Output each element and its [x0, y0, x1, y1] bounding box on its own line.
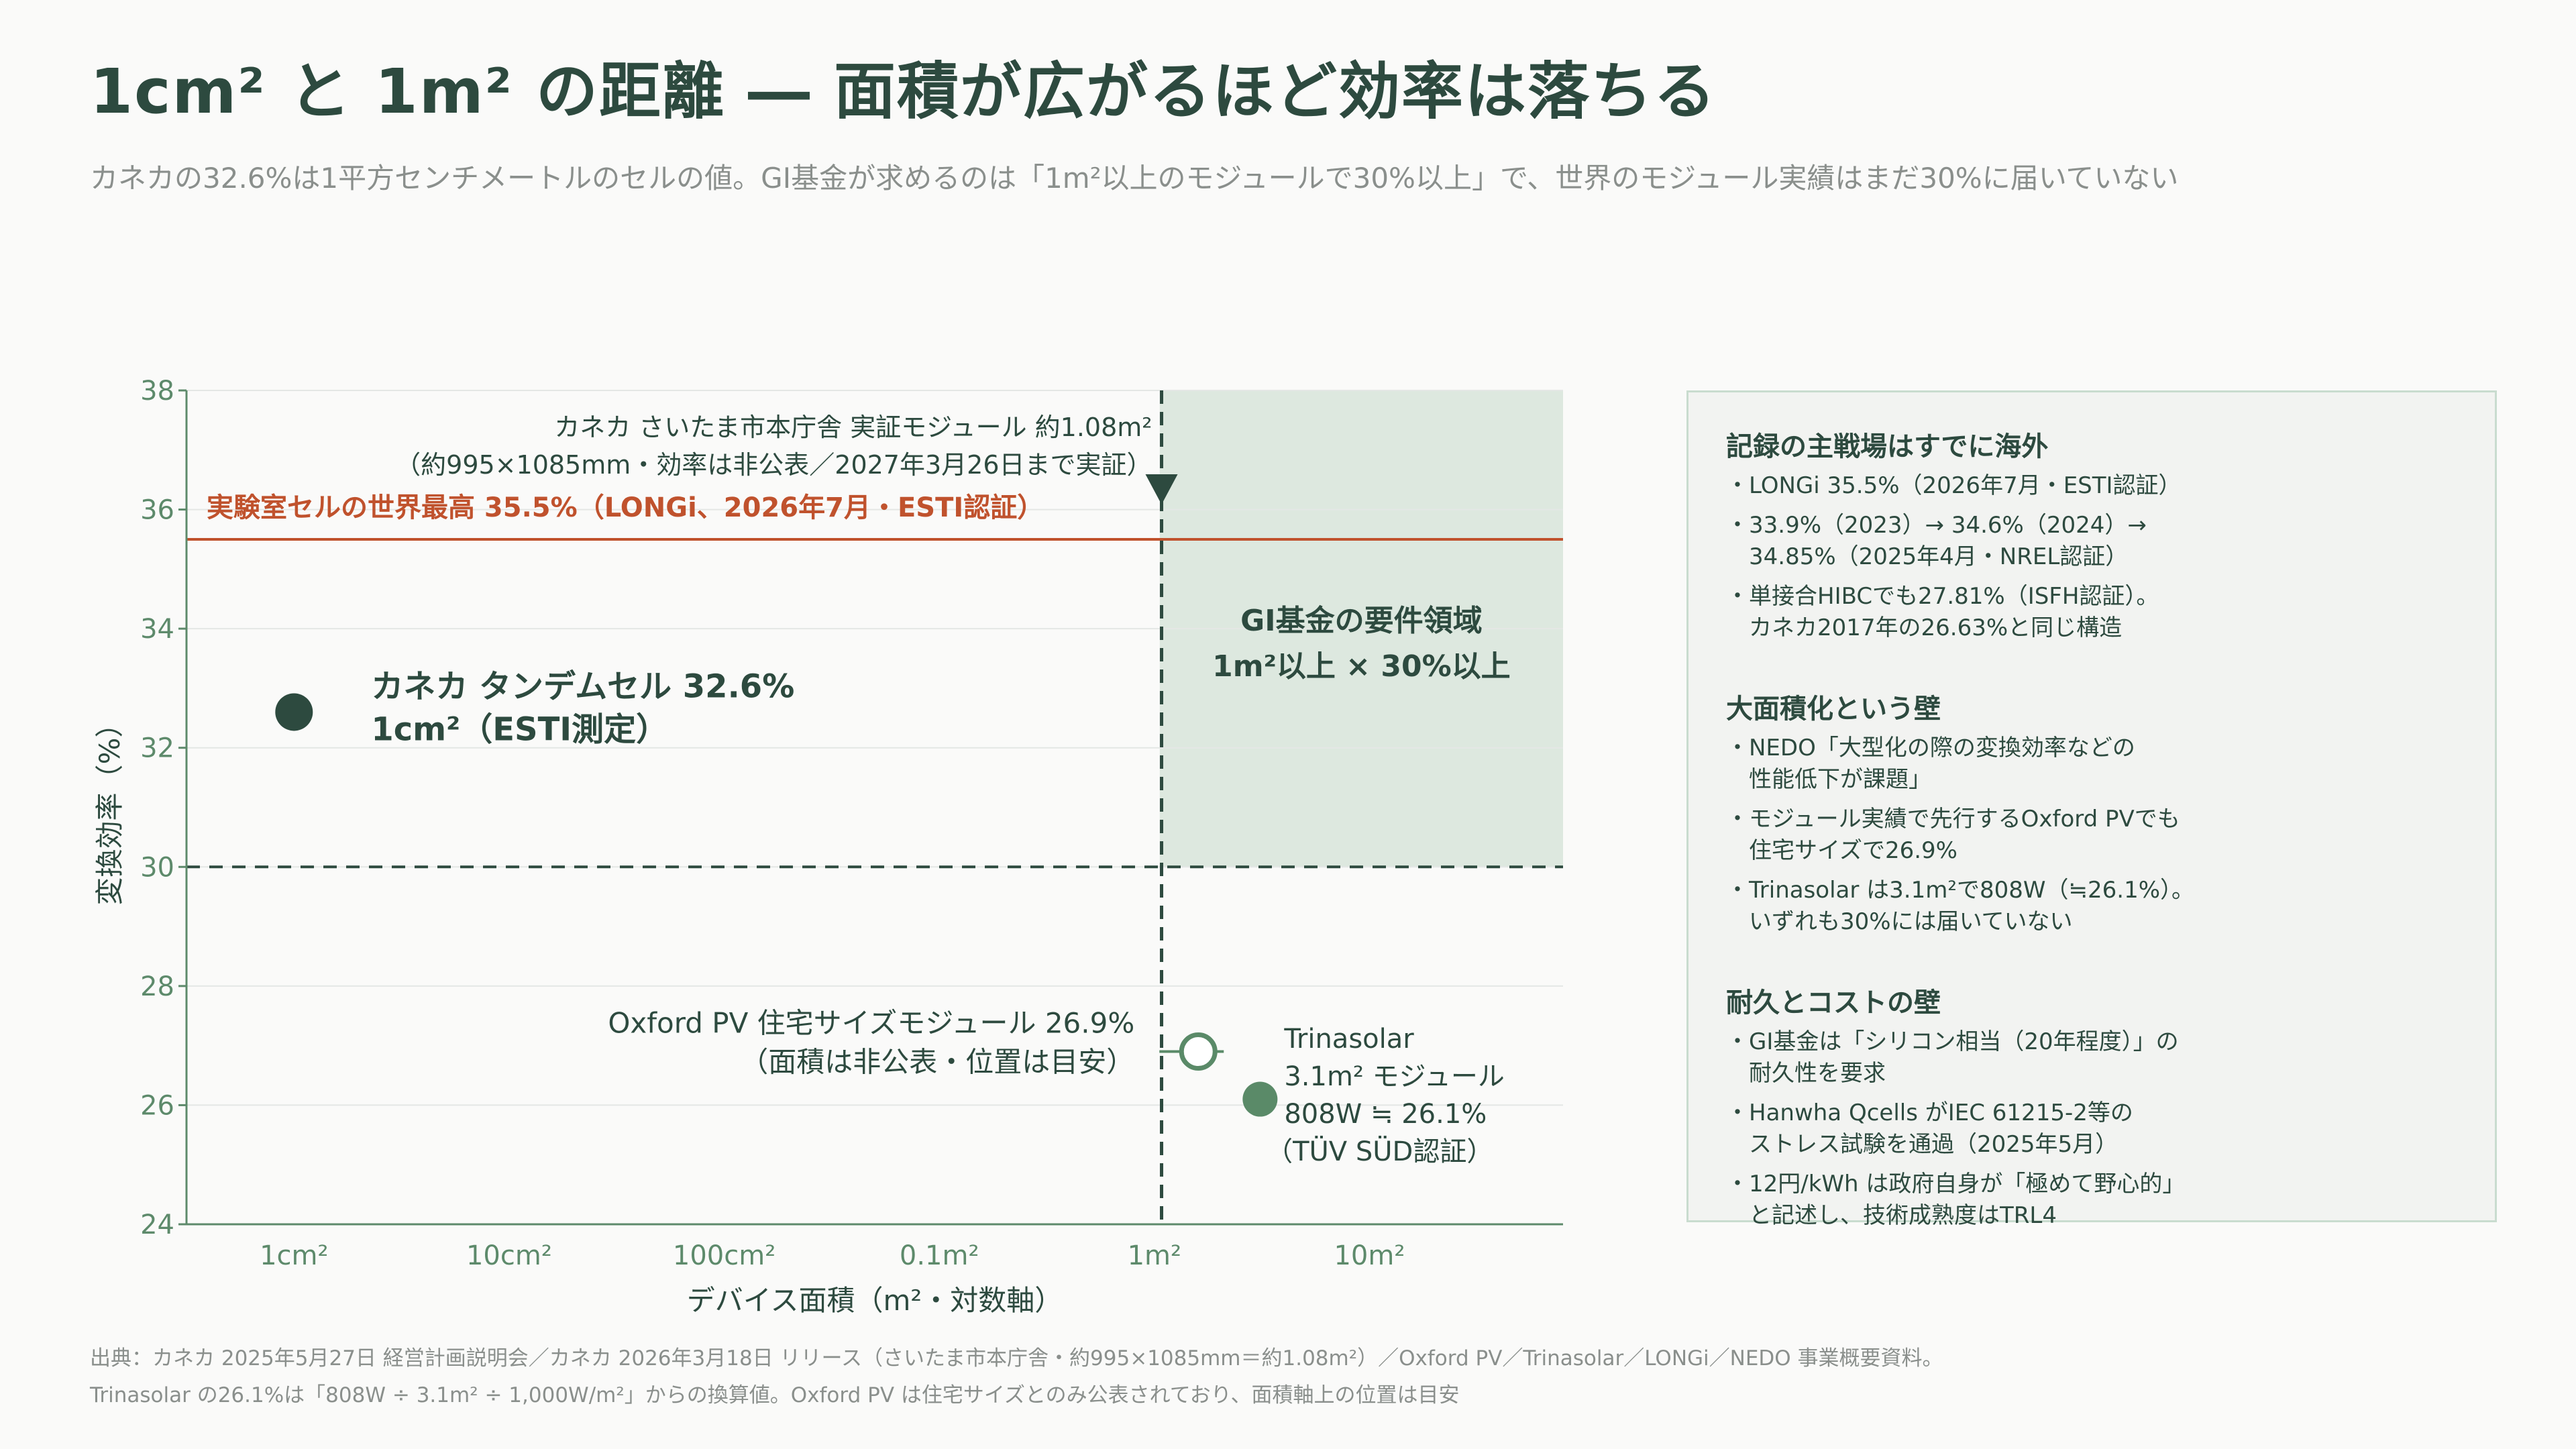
x-tick-label: 0.1m²: [900, 1240, 979, 1271]
data-label-trinasolar: Trinasolar: [1283, 1024, 1414, 1055]
y-tick-label: 34: [140, 614, 174, 645]
vertical-marker-label: カネカ さいたま市本庁舎 実証モジュール 約1.08m²: [554, 413, 1152, 442]
page-subtitle: カネカの32.6%は1平方センチメートルのセルの値。GI基金が求めるのは「1m²…: [90, 162, 2179, 195]
x-tick-label: 10cm²: [466, 1240, 552, 1271]
side-heading: 耐久とコストの壁: [1726, 987, 1941, 1018]
y-tick-label: 32: [140, 733, 174, 764]
page-title: 1cm² と 1m² の距離 ― 面積が広がるほど効率は落ちる: [90, 56, 1717, 127]
data-point-oxford-pv: [1179, 1032, 1218, 1071]
side-section-overseas: 記録の主戦場はすでに海外 ・LONGi 35.5%（2026年7月・ESTI認証…: [1726, 425, 2461, 644]
source-footer: 出典：カネカ 2025年5月27日 経営計画説明会／カネカ 2026年3月18日…: [90, 1340, 1943, 1414]
side-bullet: ・単接合HIBCでも27.81%（ISFH認証）。 カネカ2017年の26.63…: [1726, 583, 2159, 641]
x-tick-label: 100cm²: [673, 1240, 775, 1271]
conversion-note: Trinasolar の26.1%は「808W ÷ 3.1m² ÷ 1,000W…: [90, 1383, 1460, 1407]
data-point-trinasolar: [1242, 1081, 1278, 1117]
requirement-region-label: GI基金の要件領域: [1240, 604, 1483, 638]
data-label-kaneka-cell: 1cm²（ESTI測定）: [371, 710, 668, 748]
side-bullet: ・Trinasolar は3.1m²で808W（≒26.1%）。 いずれも30%…: [1726, 877, 2195, 935]
y-tick-label: 30: [140, 852, 174, 883]
vertical-marker-arrow: [1145, 474, 1178, 504]
x-tick-label: 10m²: [1334, 1240, 1405, 1271]
data-label-kaneka-cell: カネカ タンデムセル 32.6%: [371, 667, 794, 705]
side-bullet: ・NEDO「大型化の際の変換効率などの 性能低下が課題」: [1726, 735, 2135, 793]
side-heading: 記録の主戦場はすでに海外: [1726, 431, 2049, 462]
side-bullet: ・Hanwha Qcells がIEC 61215-2等の ストレス試験を通過（…: [1726, 1099, 2133, 1158]
side-bullet: ・LONGi 35.5%（2026年7月・ESTI認証）: [1726, 472, 2182, 499]
y-tick-label: 26: [140, 1090, 174, 1121]
data-point-kaneka-cell: [275, 693, 313, 731]
x-axis-title: デバイス面積（m²・対数軸）: [687, 1284, 1063, 1317]
y-tick-label: 36: [140, 495, 174, 526]
requirement-region-label: 1m²以上 × 30%以上: [1212, 649, 1511, 684]
source-note: 出典：カネカ 2025年5月27日 経営計画説明会／カネカ 2026年3月18日…: [90, 1346, 1943, 1371]
data-label-oxford-pv: （面積は非公表・位置は目安）: [740, 1046, 1134, 1079]
data-label-oxford-pv: Oxford PV 住宅サイズモジュール 26.9%: [608, 1007, 1134, 1040]
side-heading: 大面積化という壁: [1726, 694, 1941, 724]
reference-line-label: 実験室セルの世界最高 35.5%（LONGi、2026年7月・ESTI認証）: [207, 492, 1044, 523]
labels-layer: GI基金の要件領域 1m²以上 × 30%以上 実験室セルの世界最高 35.5%（L…: [207, 413, 1511, 1167]
reference-lines-layer: [186, 390, 1563, 1224]
y-tick-label: 24: [140, 1210, 174, 1240]
y-tick-label: 38: [140, 376, 174, 407]
data-label-trinasolar: 3.1m² モジュール: [1284, 1061, 1505, 1092]
x-tick-label: 1cm²: [260, 1240, 328, 1271]
data-points-layer: [275, 474, 1278, 1117]
y-tick-label: 28: [140, 971, 174, 1002]
side-bullet: ・モジュール実績で先行するOxford PVでも 住宅サイズで26.9%: [1726, 806, 2180, 864]
axes-layer: 24 26 28 30 32 34 36 38 1cm² 10cm² 100cm² 0.1m² 1m² 1…: [93, 376, 1563, 1317]
side-section-large-area: 大面積化という壁 ・NEDO「大型化の際の変換効率などの 性能低下が課題」 ・モ…: [1726, 687, 2461, 938]
side-section-durability-cost: 耐久とコストの壁 ・GI基金は「シリコン相当（20年程度）」の 耐久性を要求 ・…: [1726, 981, 2461, 1232]
y-axis-title: 変換効率（%）: [93, 710, 126, 906]
side-panel: 記録の主戦場はすでに海外 ・LONGi 35.5%（2026年7月・ESTI認証…: [1686, 390, 2497, 1229]
data-label-trinasolar: 808W ≒ 26.1%: [1284, 1099, 1487, 1130]
side-bullet: ・GI基金は「シリコン相当（20年程度）」の 耐久性を要求: [1726, 1028, 2179, 1087]
side-bullet: ・33.9%（2023）→ 34.6%（2024）→ 34.85%（2025年4…: [1726, 512, 2147, 570]
x-tick-label: 1m²: [1128, 1240, 1181, 1271]
side-bullet: ・12円/kWh は政府自身が「極めて野心的」 と記述し、技術成熟度はTRL4: [1726, 1171, 2186, 1229]
vertical-marker-label: （約995×1085mm・効率は非公表／2027年3月26日まで実証）: [395, 450, 1152, 480]
data-label-trinasolar: （TÜV SÜD認証）: [1266, 1135, 1493, 1167]
